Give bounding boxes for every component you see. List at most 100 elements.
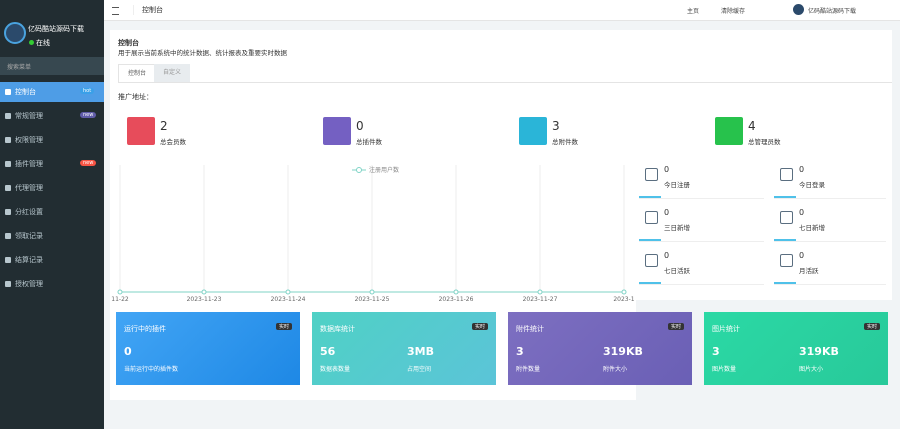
mini-divider [774, 284, 886, 285]
top-tab[interactable]: 控制台 [133, 5, 163, 15]
menu-toggle[interactable] [112, 7, 119, 15]
mini-icon [780, 254, 793, 267]
topbar: 控制台 主页 清除缓存 亿码酷站源码下载 [104, 0, 900, 21]
page-title: 控制台 [118, 39, 139, 47]
logo [4, 22, 26, 44]
stat-icon [127, 117, 155, 145]
stat-value: 4 [748, 119, 756, 133]
search-placeholder: 搜索菜单 [7, 64, 32, 71]
menu-item[interactable]: 控制台 hot [0, 82, 104, 102]
stat-icon [519, 117, 547, 145]
mini-divider [639, 284, 764, 285]
point [453, 289, 459, 295]
card-label: 图片大小 [799, 366, 824, 373]
mini-icon [645, 168, 658, 181]
mini-label: 今日登录 [799, 181, 825, 189]
point [621, 289, 627, 295]
stat-icon [715, 117, 743, 145]
point [537, 289, 543, 295]
card-label: 图片数量 [712, 366, 737, 373]
status-dot [29, 40, 34, 45]
menu-label: 授权管理 [15, 280, 43, 288]
menu-icon [5, 233, 11, 239]
menu-item[interactable]: 领取记录 [0, 226, 104, 246]
menu-item[interactable]: 代理管理 [0, 178, 104, 198]
menu-item[interactable]: 插件管理 new [0, 154, 104, 174]
card-badge: 实时 [472, 323, 489, 330]
mini-icon [645, 254, 658, 267]
menu-label: 分红设置 [15, 208, 43, 216]
mini-underline [639, 282, 661, 284]
menu-badge: new [80, 112, 97, 118]
x-tick-label: 2023-11-25 [355, 296, 390, 303]
menu-label: 代理管理 [15, 184, 43, 192]
card-label: 附件数量 [516, 366, 541, 373]
menu-item[interactable]: 授权管理 [0, 274, 104, 294]
mini-underline [774, 282, 796, 284]
stat-value: 3 [552, 119, 560, 133]
point [369, 289, 375, 295]
menu-item[interactable]: 常规管理 new [0, 106, 104, 126]
menu-icon [5, 137, 11, 143]
menu-icon [5, 209, 11, 215]
card: 运行中的插件 实时 0 当前运行中的插件数 [116, 312, 300, 385]
chart: 11-22 2023-11-23 2023-11-24 2023-11-25 2023-… [111, 165, 635, 303]
top-link[interactable]: 主页 [687, 8, 700, 15]
mini-value: 0 [799, 208, 805, 217]
tab[interactable]: 控制台 [118, 64, 156, 83]
card-label: 数据表数量 [320, 366, 351, 373]
card-label: 附件大小 [603, 366, 628, 373]
x-tick-label: 2023-11-24 [271, 296, 306, 303]
mini-value: 0 [799, 251, 805, 260]
stat-value: 0 [356, 119, 364, 133]
card-badge: 实时 [668, 323, 685, 330]
mini-value: 0 [664, 165, 670, 174]
mini-icon [645, 211, 658, 224]
menu-label: 领取记录 [15, 232, 43, 240]
legend-label: 注册用户数 [369, 166, 399, 174]
menu-item[interactable]: 权限管理 [0, 130, 104, 150]
mini-value: 0 [799, 165, 805, 174]
menu-icon [5, 185, 11, 191]
menu-label: 结算记录 [15, 256, 43, 264]
card-title: 数据库统计 [320, 325, 355, 333]
card: 附件统计 实时 3 附件数量 319KB 附件大小 [508, 312, 692, 385]
stat-label: 总会员数 [160, 138, 186, 146]
card: 图片统计 实时 3 图片数量 319KB 图片大小 [704, 312, 888, 385]
avatar [793, 4, 804, 15]
stat-label: 总插件数 [356, 138, 382, 146]
menu-badge: hot [80, 88, 95, 94]
top-user[interactable]: 亿码酷站源码下载 [808, 8, 857, 15]
promo-label: 推广地址： [118, 93, 153, 101]
mini-label: 今日注册 [664, 181, 690, 189]
card: 数据库统计 实时 56 数据表数量 3MB 占用空间 [312, 312, 496, 385]
menu-icon [5, 89, 11, 95]
card-value: 3 [712, 345, 720, 358]
menu-label: 控制台 [15, 88, 36, 96]
x-tick-label: 2023-11-23 [187, 296, 222, 303]
mini-icon [780, 168, 793, 181]
menu-item[interactable]: 分红设置 [0, 202, 104, 222]
x-tick-label: 2023-1 [613, 296, 634, 303]
stat-label: 总管理员数 [748, 138, 781, 146]
mini-divider [774, 241, 886, 242]
tab[interactable]: 自定义 [154, 64, 190, 82]
stat-label: 总附件数 [552, 138, 578, 146]
menu-label: 权限管理 [15, 136, 43, 144]
card-value: 319KB [799, 345, 839, 358]
top-link[interactable]: 清除缓存 [721, 8, 746, 15]
mini-label: 七日活跃 [664, 267, 690, 275]
mini-divider [639, 198, 764, 199]
card-label: 当前运行中的插件数 [124, 366, 179, 373]
x-tick-label: 11-22 [111, 296, 129, 303]
mini-underline [774, 196, 796, 198]
card-value: 3MB [407, 345, 434, 358]
search-box[interactable]: 搜索菜单 [0, 57, 104, 75]
menu-item[interactable]: 结算记录 [0, 250, 104, 270]
stat-icon [323, 117, 351, 145]
mini-value: 0 [664, 208, 670, 217]
card-badge: 实时 [276, 323, 293, 330]
menu-icon [5, 257, 11, 263]
menu-icon [5, 161, 11, 167]
menu-icon [5, 113, 11, 119]
